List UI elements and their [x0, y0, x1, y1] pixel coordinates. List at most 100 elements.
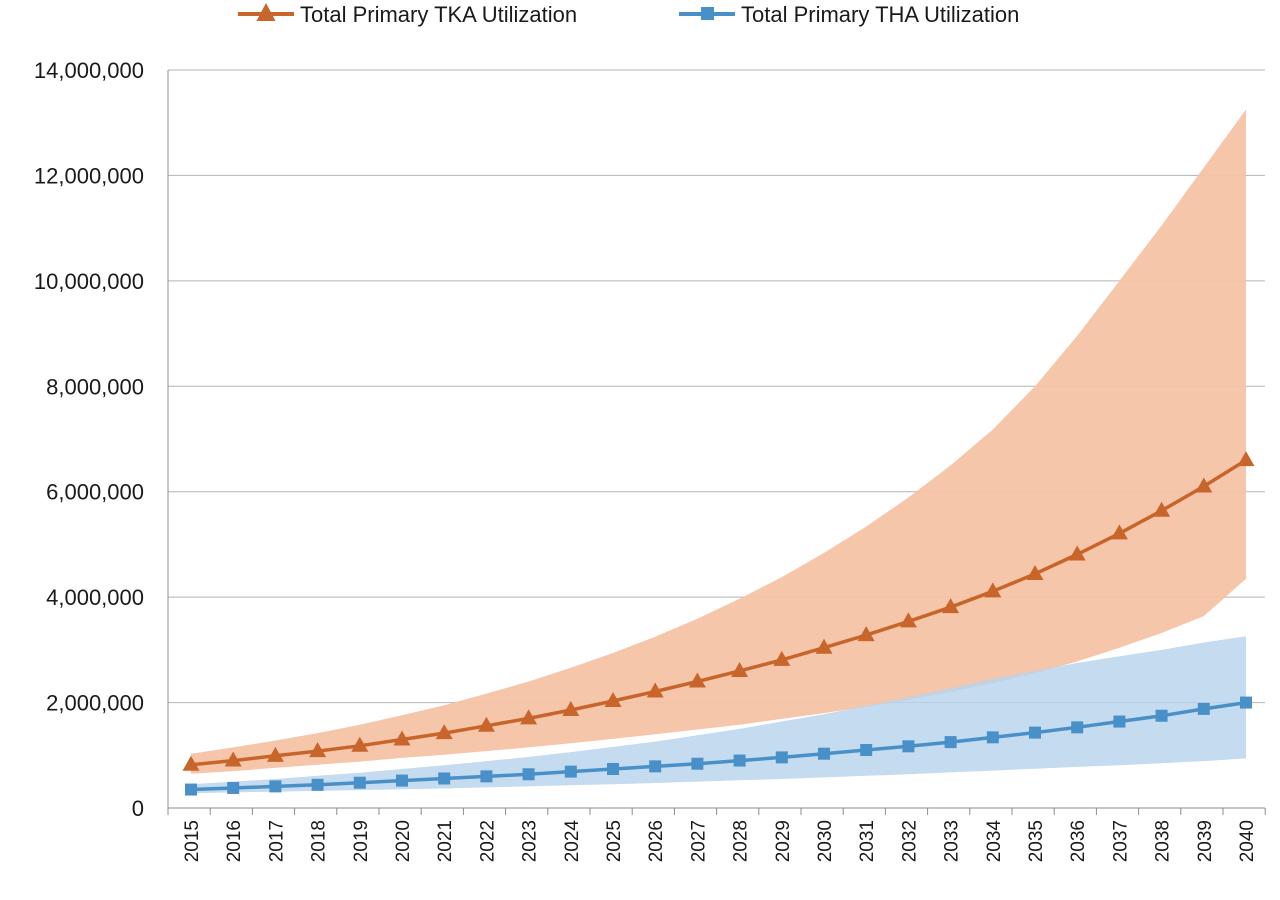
data-point-tha[interactable] — [1113, 715, 1126, 728]
grid-layer — [168, 69, 1265, 704]
data-point-tha[interactable] — [775, 751, 788, 764]
legend-label-tha: Total Primary THA Utilization — [741, 2, 1019, 27]
series-tka — [182, 451, 1255, 771]
data-point-tka[interactable] — [435, 724, 453, 740]
data-point-tha[interactable] — [986, 731, 999, 744]
data-point-tka[interactable] — [815, 638, 833, 654]
data-point-tka[interactable] — [1068, 545, 1086, 561]
x-tick-label: 2019 — [351, 820, 372, 862]
data-point-tha[interactable] — [480, 770, 493, 783]
data-point-tha[interactable] — [522, 768, 535, 781]
data-point-tha[interactable] — [1197, 702, 1210, 715]
data-point-tka[interactable] — [182, 755, 200, 771]
data-point-tha[interactable] — [1029, 726, 1041, 739]
data-point-tka[interactable] — [351, 736, 369, 752]
y-tick-label: 14,000,000 — [34, 58, 144, 83]
x-tick-label: 2025 — [604, 820, 625, 862]
x-tick-label: 2035 — [1026, 820, 1047, 862]
x-tick-label: 2021 — [435, 820, 456, 862]
x-tick-label: 2034 — [984, 820, 1005, 863]
x-tick-label: 2017 — [266, 820, 287, 862]
data-point-tka[interactable] — [1237, 451, 1255, 467]
series-line-tka — [190, 458, 1247, 767]
x-tick-label: 2036 — [1068, 820, 1089, 862]
data-point-tka[interactable] — [688, 672, 706, 688]
tha-confidence-band — [191, 636, 1246, 794]
legend-item-tha[interactable]: Total Primary THA Utilization — [679, 2, 1019, 27]
data-point-tha[interactable] — [564, 765, 577, 778]
legend-item-tka[interactable]: Total Primary TKA Utilization — [238, 2, 577, 27]
data-point-tka[interactable] — [1195, 477, 1213, 493]
data-point-tka[interactable] — [224, 751, 242, 767]
legend-label-tka: Total Primary TKA Utilization — [300, 2, 577, 27]
data-point-tka[interactable] — [984, 582, 1002, 598]
x-tick-label: 2029 — [773, 820, 794, 862]
data-point-tka[interactable] — [857, 626, 875, 642]
x-tick-label: 2033 — [942, 820, 963, 862]
data-point-tha[interactable] — [902, 740, 915, 753]
x-tick-label: 2040 — [1237, 820, 1258, 862]
x-tick-label: 2031 — [857, 820, 878, 862]
legend-square-marker-icon — [701, 7, 714, 20]
data-point-tha[interactable] — [1240, 696, 1252, 709]
y-tick-label: 4,000,000 — [46, 585, 144, 610]
y-tick-label: 12,000,000 — [34, 163, 144, 188]
x-tick-label: 2015 — [182, 820, 203, 862]
y-tick-label: 0 — [132, 796, 144, 821]
x-tick-label: 2023 — [520, 820, 541, 862]
x-tick-label: 2038 — [1153, 820, 1174, 862]
data-point-tha[interactable] — [607, 762, 619, 775]
data-point-tha[interactable] — [649, 760, 662, 773]
data-point-tka[interactable] — [646, 682, 664, 698]
data-point-tha[interactable] — [1071, 721, 1084, 734]
data-point-tha[interactable] — [269, 780, 282, 793]
data-point-tka[interactable] — [562, 700, 580, 716]
x-tick-label: 2037 — [1110, 820, 1131, 862]
x-tick-label: 2039 — [1195, 820, 1216, 862]
data-point-tka[interactable] — [266, 746, 284, 762]
tka-confidence-band — [191, 109, 1246, 774]
series-layer — [182, 451, 1255, 796]
confidence-bands — [191, 109, 1246, 794]
data-point-tha[interactable] — [733, 754, 746, 767]
data-point-tha[interactable] — [227, 781, 240, 794]
data-point-tka[interactable] — [604, 691, 622, 707]
x-tick-label: 2022 — [477, 820, 498, 862]
data-point-tha[interactable] — [860, 744, 873, 757]
data-point-tka[interactable] — [1026, 564, 1044, 580]
data-point-tka[interactable] — [899, 612, 917, 628]
data-point-tka[interactable] — [520, 709, 538, 725]
data-point-tha[interactable] — [944, 736, 957, 749]
data-point-tha[interactable] — [353, 776, 366, 789]
data-point-tka[interactable] — [309, 742, 327, 758]
data-point-tka[interactable] — [731, 661, 749, 677]
data-point-tha[interactable] — [1155, 709, 1168, 722]
data-point-tka[interactable] — [942, 598, 960, 614]
x-tick-label: 2030 — [815, 820, 836, 862]
data-point-tha[interactable] — [818, 747, 830, 760]
data-point-tha[interactable] — [396, 774, 408, 787]
x-tick-label: 2024 — [562, 820, 583, 863]
y-tick-label: 10,000,000 — [34, 269, 144, 294]
y-tick-label: 8,000,000 — [46, 374, 144, 399]
x-tick-label: 2018 — [309, 820, 330, 862]
data-point-tka[interactable] — [477, 716, 495, 732]
data-point-tha[interactable] — [691, 757, 704, 770]
x-tick-label: 2020 — [393, 820, 414, 862]
data-point-tka[interactable] — [393, 730, 411, 746]
data-point-tka[interactable] — [1153, 501, 1171, 517]
data-point-tha[interactable] — [185, 783, 197, 796]
x-tick-label: 2027 — [688, 820, 709, 862]
data-point-tha[interactable] — [311, 778, 324, 791]
data-point-tka[interactable] — [773, 650, 791, 666]
axes: 0 2,000,000 4,000,000 6,000,000 8,000,000 10,… — [34, 58, 1266, 863]
y-tick-label: 6,000,000 — [46, 480, 144, 505]
x-tick-label: 2026 — [646, 820, 667, 862]
legend-triangle-marker-icon — [256, 3, 276, 21]
data-point-tka[interactable] — [1110, 524, 1128, 540]
data-point-tha[interactable] — [438, 772, 451, 785]
y-tick-label: 2,000,000 — [46, 691, 144, 716]
series-line-tha — [190, 700, 1247, 792]
